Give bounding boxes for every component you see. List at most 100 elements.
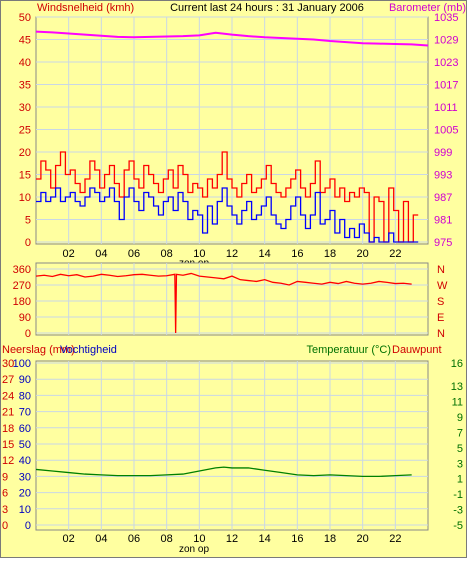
x-tick-label: 12 (226, 533, 238, 545)
y-tick-label: 180 (13, 296, 31, 308)
y-tick-label: 360 (13, 264, 31, 276)
rain-tick-label: 0 (2, 520, 8, 532)
series-windrichting (35, 272, 412, 334)
temperature-tick-label: 16 (451, 358, 463, 370)
chart-title: Current last 24 hours : 31 January 2006 (170, 2, 364, 14)
y-axis-left-rain: 0 3 6 9 12 15 18 21 24 27 30 (2, 358, 14, 532)
x-tick-label: 20 (357, 248, 369, 260)
humidity-tick-label: 80 (19, 390, 31, 402)
compass-label: S (437, 296, 444, 308)
temperature-tick-label: 3 (457, 458, 463, 470)
temperature-tick-label: 9 (457, 412, 463, 424)
y-tick-label: 35 (19, 80, 31, 92)
humidity-tick-label: 60 (19, 423, 31, 435)
x-tick-label: 14 (259, 248, 271, 260)
x-tick-label: 10 (193, 248, 205, 260)
rain-tick-label: 6 (2, 488, 8, 500)
rain-tick-label: 21 (2, 407, 14, 419)
x-tick-label: 04 (95, 248, 107, 260)
y2-tick-label: 1023 (434, 57, 458, 69)
x-axis: 02 04 06 08 10 12 14 16 18 20 22 (63, 248, 402, 260)
x-axis-annotation: zon op (179, 544, 209, 555)
y2-tick-label: 1005 (434, 125, 458, 137)
humidity-tick-label: 20 (19, 488, 31, 500)
x-tick-label: 04 (95, 533, 107, 545)
y-axis-title-dewpoint: Dauwpunt (392, 344, 442, 356)
y2-tick-label: 1029 (434, 35, 458, 47)
humidity-tick-label: 30 (19, 471, 31, 483)
y2-tick-label: 1035 (434, 12, 458, 24)
x-tick-label: 08 (161, 248, 173, 260)
humidity-tick-label: 100 (13, 358, 31, 370)
temperature-tick-label: 13 (451, 381, 463, 393)
x-tick-label: 06 (128, 533, 140, 545)
x-tick-label: 16 (291, 248, 303, 260)
x-tick-label: 20 (357, 533, 369, 545)
y-tick-label: 10 (19, 192, 31, 204)
humidity-tick-label: 70 (19, 407, 31, 419)
temperature-tick-label: 7 (457, 427, 463, 439)
gridlines (36, 361, 428, 530)
y-tick-label: 40 (19, 57, 31, 69)
y2-tick-label: 993 (434, 170, 452, 182)
y-axis-title-temperature: Temperatuur (°C) (307, 344, 391, 356)
y-axis-title-humidity: Vochtigheid (60, 344, 117, 356)
rain-tick-label: 9 (2, 471, 8, 483)
series-windstoten-kmh (36, 187, 419, 243)
rain-tick-label: 27 (2, 374, 14, 386)
x-tick-label: 12 (226, 248, 238, 260)
rain-tick-label: 18 (2, 423, 14, 435)
y-tick-label: 50 (19, 12, 31, 24)
y-tick-label: 25 (19, 125, 31, 137)
compass-label: E (437, 312, 444, 324)
humidity-tick-label: 0 (25, 520, 31, 532)
y2-tick-label: 999 (434, 147, 452, 159)
series-layer (35, 30, 429, 243)
y2-tick-label: 981 (434, 215, 452, 227)
y-tick-label: 5 (25, 215, 31, 227)
x-tick-label: 22 (389, 533, 401, 545)
x-tick-label: 02 (63, 533, 75, 545)
series-barometer-mb (35, 30, 429, 47)
y-axis-left: 0 90 180 270 360 (13, 264, 31, 340)
rain-tick-label: 24 (2, 390, 14, 402)
y2-tick-label: 987 (434, 192, 452, 204)
series-layer (35, 272, 412, 334)
compass-label: N (437, 328, 445, 340)
humidity-tick-label: 90 (19, 374, 31, 386)
temperature-tick-label: 1 (457, 474, 463, 486)
y-axis-right: 975 981 987 993 999 1005 1011 1017 1023 1029 1035 (434, 12, 458, 249)
rain-tick-label: 3 (2, 504, 8, 516)
temperature-tick-label: 5 (457, 443, 463, 455)
temperature-tick-label: -5 (453, 520, 463, 532)
y-tick-label: 15 (19, 170, 31, 182)
x-axis: 02 04 06 08 10 12 14 16 18 20 22 (63, 533, 402, 545)
wind-barometer-panel: 0 5 10 15 20 25 30 35 40 45 50 975 981 987 993 999 1005… (19, 2, 466, 269)
rain-tick-label: 15 (2, 439, 14, 451)
temperature-tick-label: -3 (453, 505, 463, 517)
series-windsnelheid-kmh (36, 151, 419, 243)
x-tick-label: 18 (324, 533, 336, 545)
x-tick-label: 22 (389, 248, 401, 260)
y-tick-label: 270 (13, 280, 31, 292)
y-axis-title-right: Barometer (mb) (389, 2, 466, 14)
y-tick-label: 20 (19, 147, 31, 159)
series-temperatuur-c (35, 466, 412, 478)
y2-tick-label: 975 (434, 237, 452, 249)
y-axis-left-humidity: 0 10 20 30 40 50 60 70 80 90 100 (13, 358, 31, 532)
temperature-tick-label: 11 (452, 397, 463, 409)
y-axis-title-rain: Neerslag (mm) (2, 344, 75, 356)
x-tick-label: 08 (161, 533, 173, 545)
x-tick-label: 06 (128, 248, 140, 260)
y-axis-title-left: Windsnelheid (kmh) (37, 2, 134, 14)
x-tick-label: 02 (63, 248, 75, 260)
compass-label: W (437, 280, 448, 292)
x-tick-label: 18 (324, 248, 336, 260)
gridlines (36, 263, 428, 335)
y-tick-label: 0 (25, 328, 31, 340)
